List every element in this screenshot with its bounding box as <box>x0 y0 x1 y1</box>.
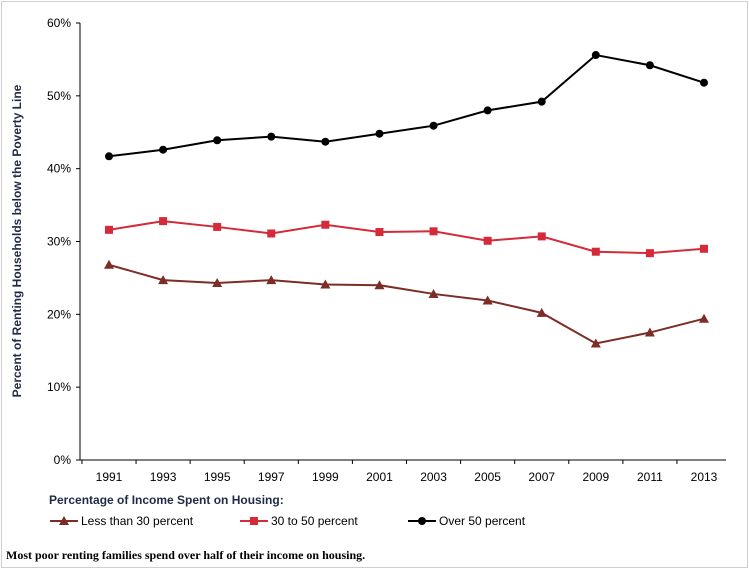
y-tick-label: 30% <box>47 235 71 249</box>
data-point <box>158 275 169 285</box>
legend-label: 30 to 50 percent <box>271 514 358 528</box>
y-tick-label: 10% <box>47 380 71 394</box>
x-tick-label: 2003 <box>420 470 447 484</box>
legend-marker <box>250 517 258 525</box>
data-point <box>591 247 600 256</box>
legend-marker <box>418 517 426 525</box>
data-point <box>483 106 492 115</box>
x-tick-label: 2013 <box>691 470 718 484</box>
x-tick-label: 2001 <box>366 470 393 484</box>
data-point <box>321 220 330 229</box>
data-point <box>428 288 439 298</box>
x-tick-label: 1995 <box>204 470 231 484</box>
x-tick-label: 2011 <box>637 470 663 484</box>
x-tick-label: 2007 <box>528 470 555 484</box>
series-2 <box>105 217 708 258</box>
legend-label: Over 50 percent <box>439 514 526 528</box>
legend-marker <box>59 516 69 525</box>
data-point <box>483 236 492 245</box>
legend-label: Less than 30 percent <box>81 514 194 528</box>
data-point <box>429 227 438 236</box>
x-tick-label: 1991 <box>96 470 123 484</box>
data-point <box>374 280 385 290</box>
legend-item-1: Less than 30 percent <box>50 514 194 528</box>
legend-item-2: 30 to 50 percent <box>240 514 358 528</box>
x-tick-label: 1997 <box>258 470 285 484</box>
data-point <box>212 278 223 288</box>
data-point <box>266 275 277 285</box>
data-point <box>645 61 654 70</box>
series-line <box>108 263 705 345</box>
y-tick-labels: 0% 10% 20% 30% 40% 50% 60% <box>47 16 71 467</box>
y-tick-label: 40% <box>47 162 71 176</box>
data-point <box>105 225 113 234</box>
x-tick-labels: 1991 1993 1995 1997 1999 2001 2003 2005 2007 2009… <box>96 470 718 484</box>
data-point <box>375 129 384 138</box>
y-tick-label: 50% <box>47 89 71 103</box>
data-point <box>213 136 222 145</box>
data-point <box>700 78 708 87</box>
legend-title: Percentage of Income Spent on Housing: <box>49 493 284 507</box>
series-3 <box>105 51 708 161</box>
x-tick-label: 2009 <box>582 470 609 484</box>
series-line <box>108 53 705 158</box>
x-tick-label: 1993 <box>150 470 177 484</box>
data-point <box>213 222 222 231</box>
data-point <box>699 313 709 323</box>
x-tick-label: 2005 <box>474 470 501 484</box>
data-point <box>375 228 384 237</box>
data-point <box>482 295 493 305</box>
axes <box>76 22 726 464</box>
data-point <box>159 217 168 226</box>
data-point <box>644 327 655 337</box>
data-point <box>536 307 547 317</box>
data-point <box>159 145 168 154</box>
data-point <box>645 249 654 258</box>
series-line <box>108 220 705 255</box>
y-tick-label: 60% <box>47 16 71 30</box>
data-point <box>537 97 546 106</box>
series-1 <box>104 259 709 348</box>
y-axis-label: Percent of Renting Households below the … <box>10 84 24 397</box>
data-point <box>267 132 276 141</box>
data-point <box>700 244 708 253</box>
caption: Most poor renting families spend over ha… <box>6 548 366 562</box>
data-point <box>105 152 113 161</box>
data-point <box>537 232 546 241</box>
data-point <box>320 279 331 289</box>
data-point <box>321 137 330 146</box>
data-point <box>104 259 114 269</box>
series-group <box>104 51 709 348</box>
legend: Less than 30 percent 30 to 50 percent Over… <box>50 514 526 528</box>
data-point <box>429 121 438 130</box>
legend-item-3: Over 50 percent <box>408 514 526 528</box>
y-tick-label: 0% <box>54 453 72 467</box>
data-point <box>590 338 601 348</box>
x-tick-label: 1999 <box>312 470 339 484</box>
y-tick-label: 20% <box>47 307 71 321</box>
data-point <box>267 229 276 238</box>
data-point <box>591 51 600 60</box>
